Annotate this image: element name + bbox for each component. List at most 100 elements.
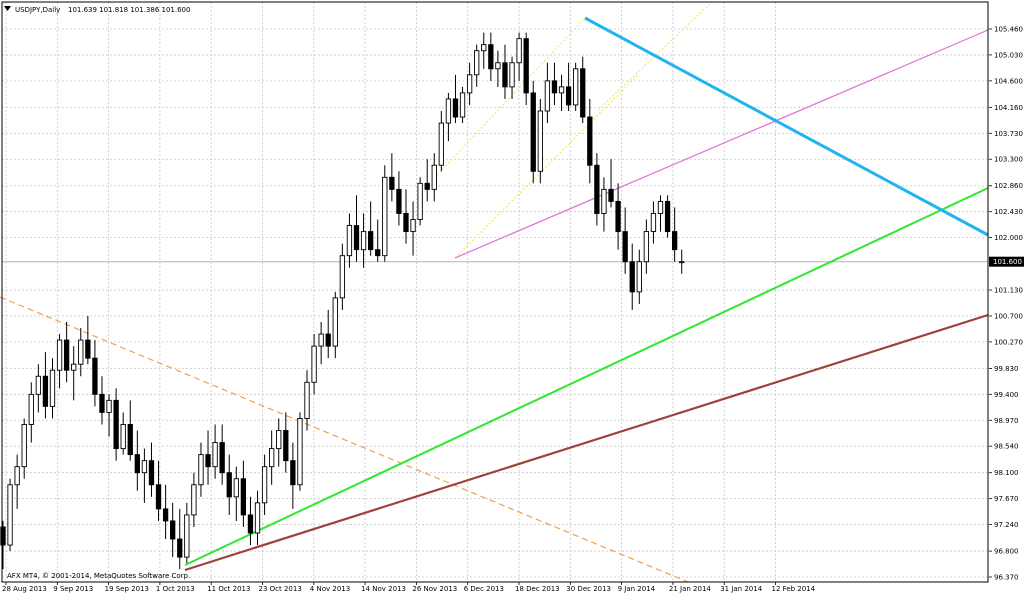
candle[interactable] [622, 207, 628, 274]
candle[interactable] [28, 382, 34, 443]
candle[interactable] [650, 201, 657, 244]
candle[interactable] [523, 32, 529, 105]
candle[interactable] [601, 177, 607, 232]
candle[interactable] [403, 189, 409, 244]
candle[interactable] [481, 32, 487, 69]
candle[interactable] [49, 358, 56, 419]
candle[interactable] [56, 334, 63, 389]
candle[interactable] [311, 334, 317, 395]
candle[interactable] [445, 92, 452, 142]
candle[interactable] [226, 454, 232, 515]
candle[interactable] [573, 62, 579, 111]
candle[interactable] [184, 502, 190, 564]
orange-dashed-trendline[interactable] [0, 296, 689, 583]
candle[interactable] [198, 442, 204, 497]
candle[interactable] [466, 62, 473, 105]
candle[interactable] [106, 394, 112, 437]
candle[interactable] [537, 98, 543, 184]
candle[interactable] [629, 243, 635, 310]
candle[interactable] [417, 177, 423, 226]
candle[interactable] [141, 448, 148, 503]
candle[interactable] [212, 424, 218, 479]
candle[interactable] [85, 315, 91, 365]
candle[interactable] [99, 376, 105, 425]
brown-support-trendline[interactable] [184, 313, 989, 572]
candle[interactable] [353, 195, 360, 262]
candle[interactable] [672, 207, 678, 262]
candle[interactable] [325, 309, 331, 359]
candle[interactable] [509, 56, 515, 99]
candle[interactable] [78, 328, 84, 377]
candle[interactable] [657, 195, 664, 232]
candle[interactable] [587, 98, 593, 184]
candle[interactable] [474, 44, 480, 87]
candle[interactable] [332, 291, 338, 359]
candle[interactable] [304, 370, 310, 431]
candle[interactable] [134, 430, 140, 491]
yellow-channel-lower[interactable] [454, 74, 639, 259]
candle[interactable] [71, 346, 77, 401]
triangle-down-icon[interactable] [4, 6, 11, 11]
candle[interactable] [431, 153, 437, 202]
candle[interactable] [679, 249, 685, 274]
blue-resistance-trendline[interactable] [584, 16, 989, 237]
candle[interactable] [170, 502, 176, 558]
candle[interactable] [35, 364, 42, 413]
candle[interactable] [14, 454, 20, 509]
candle[interactable] [452, 74, 459, 124]
candle[interactable] [502, 44, 508, 99]
candle[interactable] [247, 496, 254, 546]
candle[interactable] [276, 418, 282, 467]
candle[interactable] [63, 321, 70, 383]
candle[interactable] [42, 352, 49, 419]
candle[interactable] [488, 32, 494, 81]
candle[interactable] [636, 249, 642, 304]
candle[interactable] [177, 508, 183, 570]
candle[interactable] [127, 400, 133, 461]
candle[interactable] [608, 159, 614, 208]
candle[interactable] [565, 62, 572, 111]
candle[interactable] [290, 442, 296, 509]
candle[interactable] [530, 80, 536, 184]
candle[interactable] [360, 213, 367, 268]
pink-trendline[interactable] [454, 29, 989, 259]
candle[interactable] [438, 110, 444, 172]
candle[interactable] [410, 201, 416, 256]
candle[interactable] [516, 32, 522, 81]
candle[interactable] [113, 388, 119, 461]
candle[interactable] [155, 460, 162, 521]
candle[interactable] [375, 219, 381, 262]
candle[interactable] [396, 171, 402, 226]
candle[interactable] [580, 56, 586, 124]
candle[interactable] [148, 442, 155, 497]
candle[interactable] [594, 153, 600, 226]
candle[interactable] [7, 478, 13, 552]
candle[interactable] [346, 213, 353, 268]
candle[interactable] [459, 86, 466, 124]
candle[interactable] [92, 340, 98, 407]
candle[interactable] [643, 219, 650, 274]
candle[interactable] [254, 490, 261, 546]
candle[interactable] [551, 62, 558, 105]
candle[interactable] [544, 62, 551, 124]
candle[interactable] [233, 466, 239, 521]
candle[interactable] [191, 472, 197, 527]
candle[interactable] [664, 195, 671, 238]
candle[interactable] [389, 153, 395, 202]
candle[interactable] [283, 412, 289, 473]
candle[interactable] [240, 460, 247, 527]
candle[interactable] [339, 243, 346, 310]
candle[interactable] [219, 424, 225, 485]
candle[interactable] [382, 165, 388, 262]
candle[interactable] [269, 430, 275, 485]
candle[interactable] [261, 454, 268, 515]
candle[interactable] [615, 183, 621, 250]
candle[interactable] [205, 430, 211, 485]
candle[interactable] [0, 520, 6, 570]
green-support-trendline[interactable] [184, 187, 989, 566]
candle[interactable] [367, 201, 374, 256]
candle[interactable] [162, 484, 169, 540]
candle[interactable] [558, 74, 565, 111]
candle[interactable] [495, 50, 501, 87]
candle[interactable] [318, 321, 324, 365]
